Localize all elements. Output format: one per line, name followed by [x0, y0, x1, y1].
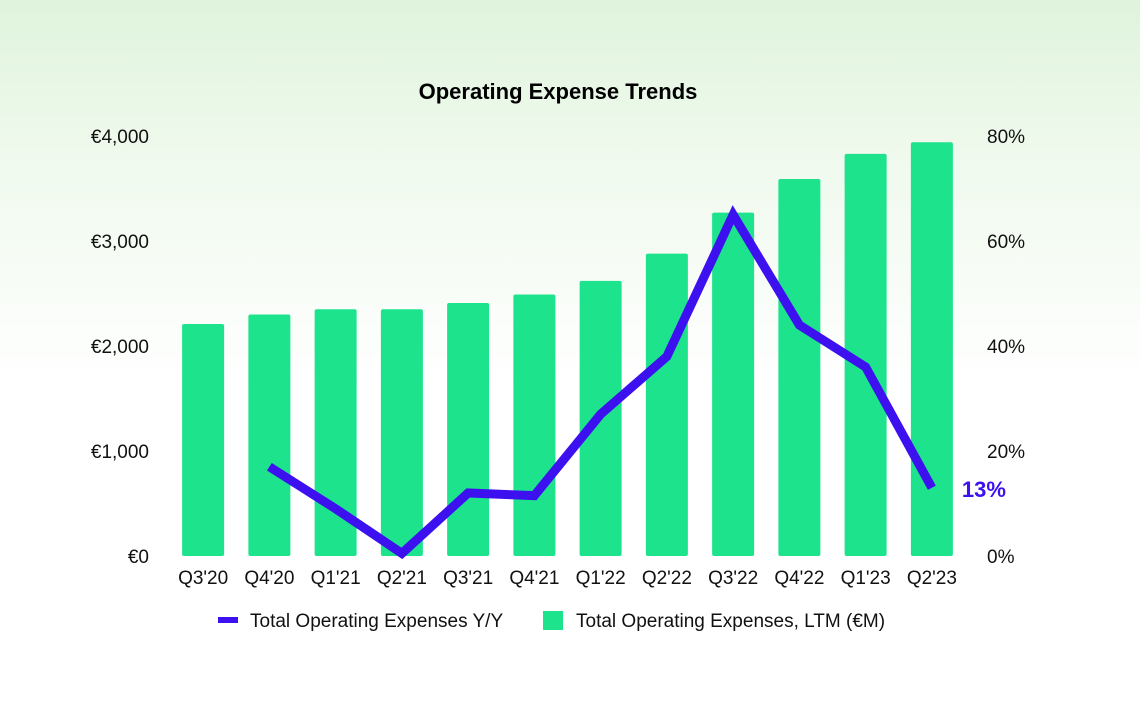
- x-tick-label: Q3'20: [178, 568, 228, 589]
- bar: [513, 294, 556, 556]
- right-tick-label: 60%: [987, 232, 1025, 253]
- right-tick-label: 20%: [987, 442, 1025, 463]
- x-tick-label: Q1'21: [311, 568, 361, 589]
- bar: [447, 302, 490, 556]
- end-value-label: 13%: [962, 477, 1006, 502]
- x-tick-label: Q2'22: [642, 568, 692, 589]
- left-tick-label: €3,000: [91, 232, 149, 253]
- right-tick-label: 80%: [987, 127, 1025, 148]
- bar: [844, 153, 887, 556]
- legend-bar-label: Total Operating Expenses, LTM (€M): [576, 611, 885, 632]
- left-axis: €0 €1,000 €2,000 €3,000 €4,000: [91, 127, 149, 568]
- right-tick-label: 40%: [987, 337, 1025, 358]
- bar: [248, 314, 291, 556]
- x-tick-label: Q1'23: [841, 568, 891, 589]
- bar: [778, 179, 821, 557]
- bar: [314, 309, 357, 556]
- x-tick-label: Q3'22: [708, 568, 758, 589]
- bar: [380, 309, 423, 556]
- left-tick-label: €1,000: [91, 442, 149, 463]
- x-tick-label: Q2'23: [907, 568, 957, 589]
- x-tick-label: Q4'21: [509, 568, 559, 589]
- legend-bar-swatch: [543, 611, 563, 630]
- x-tick-label: Q3'21: [443, 568, 493, 589]
- left-tick-label: €2,000: [91, 337, 149, 358]
- chart-title: Operating Expense Trends: [419, 79, 698, 104]
- line-series: [266, 205, 936, 560]
- legend-line-label: Total Operating Expenses Y/Y: [250, 611, 503, 632]
- left-tick-label: €4,000: [91, 127, 149, 148]
- left-tick-label: €0: [128, 547, 149, 568]
- bar: [645, 253, 688, 556]
- x-axis: Q3'20 Q4'20 Q1'21 Q2'21 Q3'21 Q4'21 Q1'22 Q2'22…: [178, 568, 957, 589]
- right-tick-label: 0%: [987, 547, 1015, 568]
- right-axis: 0% 20% 40% 60% 80%: [987, 127, 1025, 568]
- legend: Total Operating Expenses Y/Y Total Opera…: [218, 611, 885, 632]
- x-tick-label: Q2'21: [377, 568, 427, 589]
- bar: [910, 142, 953, 557]
- x-tick-label: Q1'22: [576, 568, 626, 589]
- bar: [712, 212, 755, 556]
- x-tick-label: Q4'20: [244, 568, 294, 589]
- bar: [182, 323, 225, 556]
- x-tick-label: Q4'22: [774, 568, 824, 589]
